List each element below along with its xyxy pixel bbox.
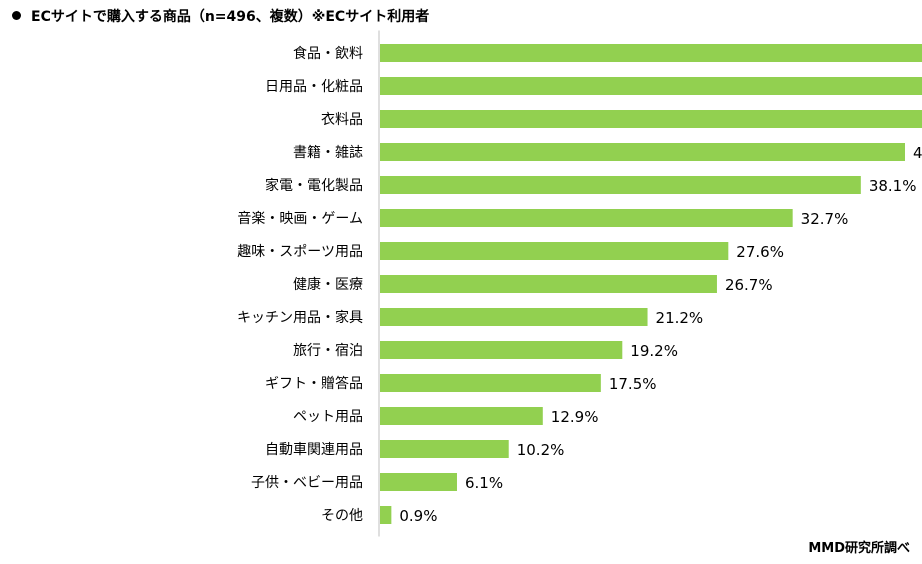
data-label: 32.7%: [801, 210, 849, 228]
category-label: 家電・電化製品: [265, 177, 363, 194]
category-label: 旅行・宿泊: [293, 342, 363, 359]
bar: [380, 341, 623, 359]
chart-bars-layer: 45.3%44.6%44.2%41.6%38.1%32.7%27.6%26.7%…: [380, 44, 922, 525]
data-label: 26.7%: [725, 276, 773, 294]
category-label: 子供・ベビー用品: [251, 475, 363, 491]
data-label: 19.2%: [630, 342, 678, 360]
bar: [380, 242, 729, 260]
category-label: ペット用品: [293, 409, 363, 425]
bar: [380, 308, 648, 326]
data-label: 10.2%: [517, 441, 565, 459]
bar: [380, 209, 793, 227]
data-label: 38.1%: [869, 177, 917, 195]
category-label: 健康・医療: [293, 276, 363, 293]
bar: [380, 77, 922, 95]
data-label: 27.6%: [736, 243, 784, 261]
bar: [380, 110, 922, 128]
bar: [380, 374, 601, 392]
category-label: キッチン用品・家具: [237, 309, 363, 326]
data-label: 41.6%: [913, 144, 922, 162]
chart-title-text: ECサイトで購入する商品（n=496、複数）※ECサイト利用者: [31, 9, 430, 25]
category-label: 自動車関連用品: [265, 441, 363, 458]
category-label: 食品・飲料: [293, 45, 363, 62]
category-label: 音楽・映画・ゲーム: [237, 210, 363, 227]
bar: [380, 506, 392, 524]
data-label: 21.2%: [656, 309, 704, 327]
bar: [380, 275, 717, 293]
category-label: 衣料品: [321, 112, 363, 128]
chart-axis-layer: 食品・飲料日用品・化粧品衣料品書籍・雑誌家電・電化製品音楽・映画・ゲーム趣味・ス…: [237, 30, 380, 537]
category-label: ギフト・贈答品: [265, 375, 363, 392]
bar: [380, 473, 457, 491]
source-credit: MMD研究所調べ: [808, 541, 910, 556]
bar: [380, 176, 861, 194]
data-label: 6.1%: [465, 474, 503, 492]
bar: [380, 44, 922, 62]
category-label: 書籍・雑誌: [293, 144, 363, 161]
data-label: 17.5%: [609, 375, 657, 393]
bar: [380, 143, 905, 161]
category-label: その他: [321, 508, 363, 524]
chart-title: ECサイトで購入する商品（n=496、複数）※ECサイト利用者: [12, 6, 429, 26]
bullet-icon: [12, 11, 21, 20]
bar: [380, 407, 543, 425]
data-label: 0.9%: [399, 507, 437, 525]
category-label: 日用品・化粧品: [265, 79, 363, 95]
category-label: 趣味・スポーツ用品: [237, 244, 363, 260]
bar: [380, 440, 509, 458]
data-label: 12.9%: [551, 408, 599, 426]
